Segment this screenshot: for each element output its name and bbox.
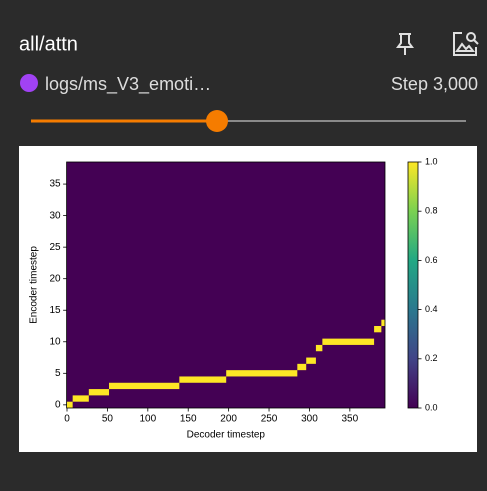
alignment-cell — [67, 401, 73, 408]
colorbar-tick-label: 0.4 — [425, 304, 438, 314]
alignment-cell — [374, 326, 382, 333]
y-tick-label: 15 — [49, 305, 61, 316]
x-tick-label: 150 — [180, 414, 197, 425]
card-title: all/attn — [19, 33, 78, 55]
alignment-cell — [381, 319, 385, 326]
alignment-cell — [322, 338, 375, 345]
x-tick-label: 100 — [139, 414, 156, 425]
x-tick-label: 350 — [342, 414, 359, 425]
heatmap-background — [66, 162, 385, 408]
step-label: Step 3,000 — [391, 74, 478, 94]
colorbar-tick-label: 0.8 — [425, 206, 438, 216]
y-tick-label: 20 — [49, 273, 61, 284]
colorbar-tick-label: 1.0 — [425, 156, 438, 166]
alignment-cell — [88, 389, 110, 396]
run-color-dot — [20, 74, 38, 92]
y-tick-label: 30 — [49, 210, 61, 221]
alignment-cell — [226, 370, 298, 377]
colorbar-tick-label: 0.2 — [425, 353, 438, 363]
alignment-cell — [109, 382, 180, 390]
alignment-cell — [297, 363, 307, 371]
run-name: logs/ms_V3_emoti… — [45, 74, 211, 95]
x-tick-label: 0 — [64, 414, 70, 425]
alignment-cell — [179, 376, 227, 383]
x-tick-label: 200 — [220, 414, 237, 425]
x-tick-label: 300 — [301, 414, 318, 425]
x-tick-label: 250 — [261, 414, 278, 425]
y-tick-label: 10 — [49, 336, 61, 347]
y-tick-label: 0 — [55, 399, 61, 410]
alignment-cell — [72, 395, 89, 402]
pin-button[interactable] — [396, 33, 414, 55]
plot: 0 50 100 150 200 250 300 350 0 5 10 15 20 25 30 35 Decod… — [29, 156, 438, 440]
colorbar-tick-label: 0.6 — [425, 255, 438, 265]
y-axis-label: Encoder timestep — [29, 246, 40, 324]
alignment-cell — [306, 357, 316, 364]
x-axis-label: Decoder timestep — [187, 430, 266, 441]
colorbar — [407, 161, 419, 409]
x-tick-label: 50 — [102, 414, 114, 425]
alignment-cell — [315, 344, 323, 352]
plot-border — [66, 161, 386, 409]
colorbar-tick-label: 0.0 — [425, 402, 438, 412]
y-tick-label: 35 — [49, 179, 61, 190]
y-tick-label: 25 — [49, 242, 61, 253]
slider-thumb[interactable] — [206, 110, 228, 132]
image-search-button[interactable] — [453, 32, 479, 56]
y-tick-label: 5 — [55, 368, 61, 379]
